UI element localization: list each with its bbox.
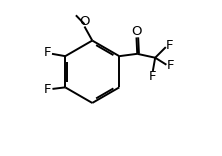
Text: F: F xyxy=(44,46,51,59)
Text: O: O xyxy=(131,25,142,38)
Text: F: F xyxy=(148,70,156,83)
Text: O: O xyxy=(79,15,89,28)
Text: F: F xyxy=(166,59,174,72)
Text: F: F xyxy=(44,83,52,96)
Text: F: F xyxy=(166,39,173,52)
